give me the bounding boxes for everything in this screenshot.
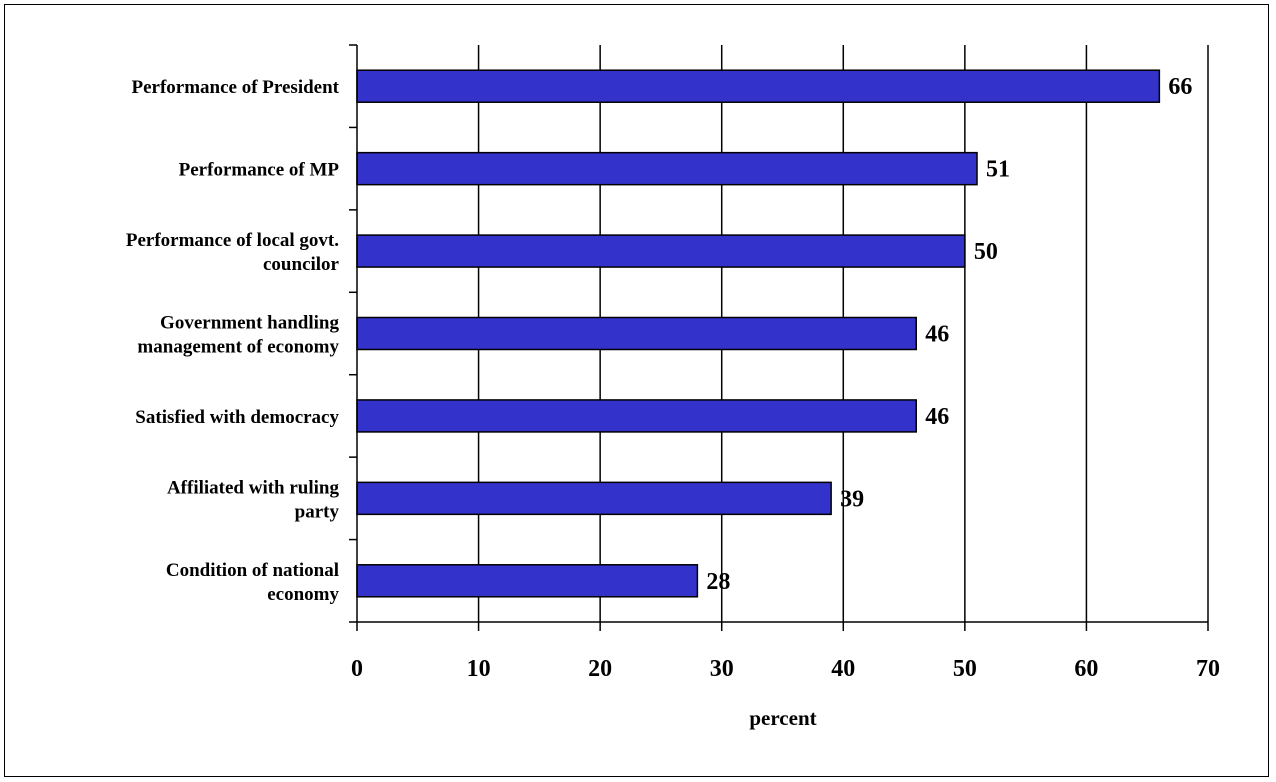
bar [356, 316, 917, 351]
bar-value-label: 51 [986, 157, 1010, 183]
category-label: Performance of MP [179, 160, 340, 181]
x-tick-label: 10 [467, 656, 491, 682]
x-tick-label: 0 [351, 656, 363, 682]
axes [349, 44, 1209, 631]
category-label: Satisfied with democracy [135, 407, 339, 428]
x-tick-label: 70 [1196, 656, 1220, 682]
bar-value-label: 66 [1168, 74, 1192, 100]
x-tick-labels: 0 10 20 30 40 50 60 70 [351, 656, 1220, 682]
x-tick-label: 30 [710, 656, 734, 682]
category-label: Affiliated with ruling party [167, 477, 340, 522]
bar [356, 234, 966, 268]
x-tick-label: 40 [831, 656, 855, 682]
bar-value-label: 46 [925, 322, 949, 348]
category-labels: Performance of President Performance of M… [126, 77, 340, 605]
category-label: Performance of local govt. councilor [126, 230, 340, 275]
bar [356, 564, 699, 598]
chart-frame [4, 4, 1269, 777]
category-label: Condition of national economy [166, 560, 340, 605]
x-tick-label: 20 [588, 656, 612, 682]
x-tick-label: 50 [953, 656, 977, 682]
bar-value-label: 39 [840, 486, 864, 512]
category-label: Government handling management of economy [137, 313, 339, 358]
x-axis-title: percent [749, 706, 816, 730]
bar-value-label: 46 [925, 404, 949, 430]
category-label: Performance of President [131, 77, 339, 98]
bar [356, 481, 832, 516]
value-labels: 66 51 50 46 46 39 28 [706, 74, 1192, 595]
gridlines [477, 45, 1209, 622]
bar [356, 151, 978, 186]
bar-value-label: 50 [974, 239, 998, 265]
bar [356, 399, 917, 433]
x-tick-label: 60 [1074, 656, 1098, 682]
bar-value-label: 28 [706, 569, 730, 595]
bar [356, 69, 1161, 103]
bars [356, 69, 1161, 598]
